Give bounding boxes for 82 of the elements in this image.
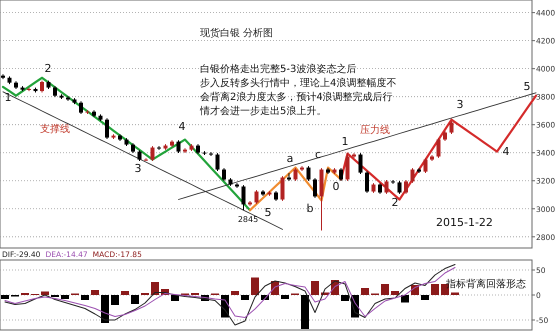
- annotation: 白银价格走出完整5-3波浪姿态之后: [200, 63, 356, 75]
- candlestick: [313, 178, 317, 198]
- candlestick: [105, 118, 109, 140]
- bar: [121, 291, 129, 295]
- bar: [391, 291, 399, 295]
- candlestick: [450, 120, 454, 134]
- candlestick: [365, 170, 369, 194]
- bar: [311, 281, 319, 295]
- annotation: 会背离2浪力度太多，预计4浪调整完成后行: [200, 91, 393, 103]
- bar: [301, 295, 309, 329]
- candlestick: [280, 176, 284, 202]
- annotation: 4: [502, 145, 510, 158]
- candlestick: [358, 152, 362, 175]
- annotation: 3: [134, 162, 142, 175]
- candlestick: [339, 168, 343, 182]
- bar: [401, 295, 409, 302]
- annotation: 情才会进一步走出5浪上升。: [199, 105, 326, 117]
- annotation: b: [306, 202, 314, 215]
- annotation: 2: [392, 196, 398, 209]
- candlestick: [222, 168, 226, 182]
- candlestick: [384, 180, 388, 194]
- candlestick: [410, 168, 414, 184]
- candlestick: [372, 182, 376, 194]
- candlestick: [40, 80, 44, 93]
- candlestick: [294, 168, 298, 182]
- bar: [421, 295, 429, 300]
- annotation: 5: [264, 206, 272, 219]
- bar: [431, 284, 439, 295]
- bar: [41, 292, 49, 295]
- annotation: 2845: [238, 215, 258, 224]
- annotation: 3: [456, 98, 464, 111]
- bar: [101, 295, 109, 323]
- text: 现货白银 分析图: [200, 27, 274, 39]
- bar: [61, 295, 69, 299]
- annotation: 1: [4, 91, 12, 104]
- bar: [381, 284, 389, 295]
- bar: [1, 295, 9, 299]
- bar: [131, 295, 139, 304]
- line-series: [4, 264, 456, 326]
- candlestick: [254, 190, 258, 204]
- candlestick: [436, 138, 440, 158]
- annotation: 指标背离回落形态: [445, 278, 526, 290]
- annotation: a: [286, 152, 294, 165]
- annotation: 1: [342, 135, 348, 148]
- bar: [151, 282, 159, 295]
- candlestick: [378, 182, 382, 194]
- candlestick: [443, 130, 447, 142]
- candlestick: [79, 100, 83, 115]
- bar: [241, 295, 249, 300]
- bar: [91, 290, 99, 295]
- candlestick: [424, 158, 428, 174]
- candlestick: [242, 184, 246, 211]
- annotation: 2: [44, 62, 52, 75]
- candlestick: [306, 166, 310, 182]
- annotation: 5: [524, 80, 530, 93]
- candlestick: [404, 180, 408, 194]
- annotation: 支撑线: [40, 123, 70, 135]
- bar: [361, 288, 369, 295]
- bar: [111, 295, 119, 305]
- candlestick: [196, 144, 200, 154]
- annotation: 0: [332, 180, 340, 193]
- annotation: 2015-1-22: [436, 216, 493, 229]
- line-series: [4, 267, 456, 318]
- bar: [171, 295, 179, 301]
- candlestick: [216, 152, 220, 172]
- candlestick: [53, 86, 57, 98]
- annotation: c: [314, 148, 322, 161]
- candlestick: [131, 142, 135, 154]
- candlestick: [346, 152, 350, 182]
- bar: [81, 295, 89, 300]
- candlestick: [150, 146, 154, 162]
- bar: [251, 278, 259, 295]
- bar: [281, 295, 289, 299]
- bar: [341, 295, 349, 301]
- candlestick: [138, 150, 142, 162]
- annotation: 步入反转多头行情中，理论上4浪调整幅度不: [200, 77, 396, 89]
- candlestick: [274, 190, 278, 202]
- annotation: 压力线: [360, 124, 390, 136]
- candlestick: [398, 180, 402, 194]
- annotation: 4: [178, 120, 186, 133]
- bar: [231, 291, 239, 295]
- candlestick: [176, 140, 180, 154]
